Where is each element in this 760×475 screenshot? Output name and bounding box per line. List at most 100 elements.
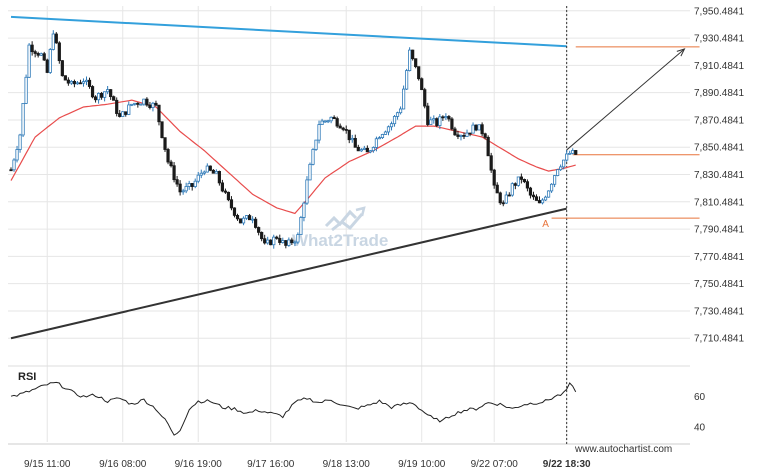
candle-body (235, 215, 240, 220)
candle-body (103, 91, 107, 98)
candle-body (311, 149, 315, 165)
rsi-label: RSI (18, 371, 36, 383)
candle-body (96, 93, 101, 101)
candle-body (166, 149, 170, 163)
rsi-tick-label: 60 (694, 392, 706, 403)
candle-body (480, 124, 484, 135)
candle-body (45, 59, 49, 73)
candle-body (401, 88, 406, 110)
candle-body (456, 134, 460, 137)
candle-body (18, 134, 22, 150)
candle-body (516, 176, 520, 186)
candle-body (254, 218, 258, 228)
candle-body (90, 86, 95, 98)
candle-body (39, 53, 43, 56)
candle-body (136, 102, 140, 105)
candle-body (190, 183, 194, 187)
candle-body (151, 102, 155, 108)
source-text: www.autochartist.com (574, 444, 672, 455)
candle-body (247, 215, 252, 221)
candle-body (284, 240, 288, 246)
candle-body (199, 172, 203, 176)
price-tick-label: 7,710.4841 (694, 334, 744, 345)
candle-body (184, 186, 188, 192)
candle-body (127, 104, 131, 115)
candle-body (241, 217, 246, 224)
candle-body (220, 182, 224, 192)
candle-body (54, 33, 58, 44)
candle-body (383, 131, 388, 135)
price-tick-label: 7,950.4841 (694, 6, 744, 17)
watermark-group: What2Trade (292, 206, 388, 250)
candle-body (356, 146, 360, 152)
candle-body (244, 215, 249, 219)
candle-body (465, 132, 469, 137)
candle-body (275, 236, 279, 239)
candle-body (287, 239, 291, 246)
candle-body (12, 159, 16, 171)
candle-body (78, 82, 83, 85)
price-tick-label: 7,890.4841 (694, 88, 744, 99)
candle-body (426, 105, 430, 125)
candle-body (33, 51, 37, 54)
candle-body (109, 89, 113, 98)
candle-body (377, 137, 382, 140)
price-tick-label: 7,930.4841 (694, 34, 744, 45)
candle-body (115, 99, 119, 114)
candle-body (507, 194, 511, 197)
candle-body (142, 98, 146, 105)
candle-body (81, 81, 86, 84)
watermark-logo-icon (324, 206, 366, 232)
candle-body (568, 152, 572, 155)
candle-body (205, 165, 209, 173)
candle-body (540, 199, 545, 204)
candle-body (66, 79, 70, 84)
candles (9, 30, 578, 249)
candle-body (178, 183, 182, 193)
candle-body (347, 129, 351, 141)
candle-body (495, 184, 499, 194)
candle-body (106, 89, 110, 93)
candle-body (139, 103, 143, 106)
candle-body (72, 81, 77, 85)
candle-body (543, 196, 548, 201)
candle-body (432, 118, 436, 121)
candle-body (353, 137, 357, 148)
candle-body (299, 217, 303, 235)
candle-body (408, 49, 412, 72)
time-tick-label: 9/22 07:00 (471, 459, 519, 470)
candle-body (302, 202, 306, 218)
ma-line (10, 99, 576, 215)
candle-body (305, 179, 309, 204)
candle-body (226, 191, 231, 201)
time-axis: 9/15 11:00 9/16 08:00 9/16 19:00 9/17 16:00… (24, 459, 591, 470)
candle-body (489, 155, 493, 171)
candle-body (87, 79, 92, 87)
candle-body (362, 147, 366, 150)
rsi-tick-label: 40 (694, 422, 706, 433)
candle-body (163, 137, 167, 150)
candle-body (112, 96, 116, 101)
candle-body (196, 174, 200, 182)
candle-body (154, 102, 158, 106)
candle-body (281, 240, 285, 243)
candle-body (15, 149, 19, 161)
candle-body (124, 111, 128, 115)
candle-body (260, 231, 264, 240)
candle-body (447, 116, 451, 120)
candle-body (395, 112, 400, 117)
price-tick-label: 7,830.4841 (694, 170, 744, 181)
candle-body (574, 150, 578, 155)
candle-body (486, 136, 490, 157)
price-tick-label: 7,750.4841 (694, 279, 744, 290)
candle-body (549, 183, 554, 192)
candle-body (350, 137, 354, 141)
candle-body (344, 129, 348, 131)
candle-body (335, 118, 339, 127)
candle-body (405, 70, 409, 90)
candle-body (556, 169, 560, 176)
price-axis: 7,950.4841 7,930.4841 7,910.4841 7,890.4841… (694, 6, 744, 433)
candle-body (21, 102, 25, 136)
